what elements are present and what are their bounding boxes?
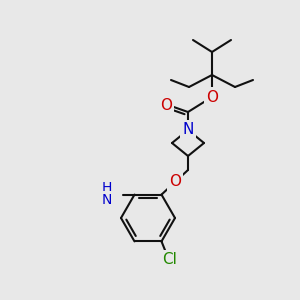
Text: O: O — [169, 175, 181, 190]
Text: H: H — [101, 181, 112, 195]
Text: O: O — [206, 89, 218, 104]
Text: N: N — [101, 193, 112, 207]
Text: N: N — [182, 122, 194, 137]
Text: Cl: Cl — [162, 252, 177, 267]
Text: O: O — [160, 98, 172, 112]
